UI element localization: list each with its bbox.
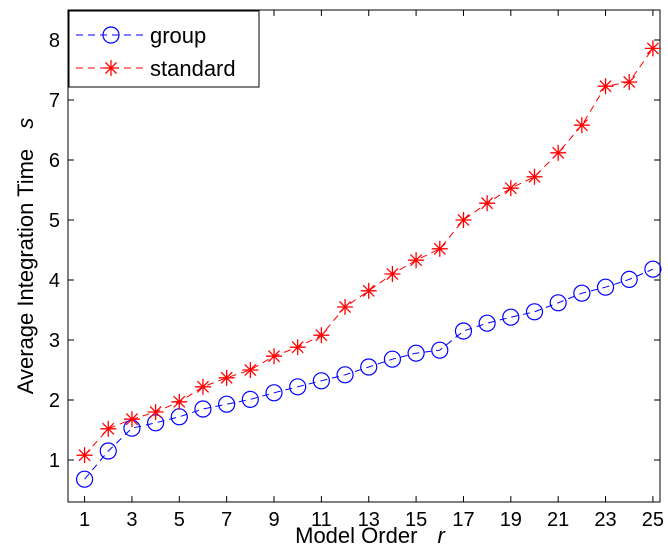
x-tick-label: 3: [126, 509, 137, 531]
data-point-standard: [289, 339, 306, 356]
data-point-standard: [242, 362, 259, 378]
data-point-standard: [408, 252, 425, 269]
x-tick-label: 5: [174, 509, 185, 531]
data-point-standard: [621, 74, 638, 90]
series-group: [75, 260, 662, 488]
data-point-standard: [384, 266, 401, 282]
data-point-group: [99, 442, 117, 460]
data-point-standard: [337, 299, 354, 315]
legend-standard-marker: [103, 60, 119, 76]
series-line-group: [84, 268, 654, 480]
x-tick-label: 17: [452, 509, 474, 531]
x-axis-label: Model Order: [295, 523, 417, 548]
data-point-group: [289, 378, 307, 396]
data-point-group: [194, 400, 212, 418]
y-axis-variable: s: [13, 118, 38, 129]
data-point-standard: [218, 369, 235, 386]
data-point-standard: [100, 420, 117, 437]
series-layer: [75, 40, 662, 488]
y-tick-label: 4: [49, 270, 60, 292]
data-point-standard: [431, 240, 448, 257]
data-point-standard: [526, 168, 543, 185]
x-axis-title: Model Order r: [295, 523, 446, 548]
data-point-group: [431, 341, 449, 359]
data-point-group: [336, 366, 354, 384]
data-point-standard: [123, 411, 140, 428]
data-point-group: [620, 270, 638, 288]
x-tick-label: 15: [405, 509, 427, 531]
data-point-group: [525, 303, 544, 321]
data-point-standard: [313, 327, 330, 344]
x-tick-label: 23: [594, 509, 616, 531]
x-tick-label: 19: [500, 509, 522, 531]
data-point-standard: [455, 212, 472, 228]
data-point-group: [75, 470, 94, 488]
data-point-standard: [550, 144, 567, 161]
x-tick-label: 9: [268, 509, 279, 531]
legend-item-group: group: [76, 23, 206, 48]
legend-box: [68, 10, 260, 88]
x-tick-label: 21: [547, 509, 569, 531]
data-point-standard: [479, 195, 496, 212]
plot-area: [67, 9, 661, 503]
data-point-standard: [502, 180, 519, 197]
data-point-group: [383, 350, 402, 368]
data-point-group: [407, 344, 425, 362]
legend-group-marker: [102, 26, 120, 44]
data-point-standard: [147, 404, 164, 420]
data-point-standard: [644, 40, 661, 57]
legend-item-standard: standard: [76, 56, 236, 81]
data-point-group: [360, 358, 378, 376]
data-point-standard: [266, 348, 283, 365]
data-point-standard: [76, 447, 93, 464]
data-point-group: [218, 395, 236, 413]
x-axis-variable: r: [438, 523, 447, 548]
legend-group-label: group: [150, 23, 206, 48]
data-point-standard: [194, 378, 211, 395]
y-tick-label: 2: [49, 390, 60, 412]
data-point-group: [502, 308, 520, 326]
data-point-group: [549, 294, 567, 312]
data-point-standard: [360, 282, 377, 299]
y-tick-label: 5: [49, 210, 60, 232]
data-point-standard: [171, 393, 188, 410]
x-tick-label: 25: [642, 509, 664, 531]
data-point-group: [241, 390, 259, 408]
data-point-group: [596, 278, 615, 296]
y-axis-title: Average Integration Time s: [13, 118, 38, 395]
y-tick-label: 3: [49, 330, 60, 352]
legend-standard-label: standard: [150, 56, 236, 81]
x-tick-label: 11: [311, 509, 332, 531]
legend: group standard: [68, 10, 260, 88]
data-point-standard: [573, 117, 590, 134]
y-tick-label: 8: [49, 30, 60, 52]
data-point-group: [478, 314, 496, 332]
data-point-standard: [597, 78, 614, 95]
data-point-group: [312, 372, 330, 390]
data-point-group: [573, 284, 591, 302]
data-point-group: [454, 322, 473, 340]
data-point-group: [644, 260, 662, 278]
y-tick-label: 1: [49, 450, 60, 472]
y-axis-label: Average Integration Time: [13, 149, 38, 394]
data-point-group: [265, 384, 283, 402]
x-tick-label: 1: [79, 509, 90, 531]
series-standard: [76, 40, 661, 464]
y-tick-label: 7: [49, 90, 60, 112]
y-tick-label: 6: [49, 150, 60, 172]
x-tick-label: 13: [358, 509, 380, 531]
x-tick-label: 7: [221, 509, 232, 531]
